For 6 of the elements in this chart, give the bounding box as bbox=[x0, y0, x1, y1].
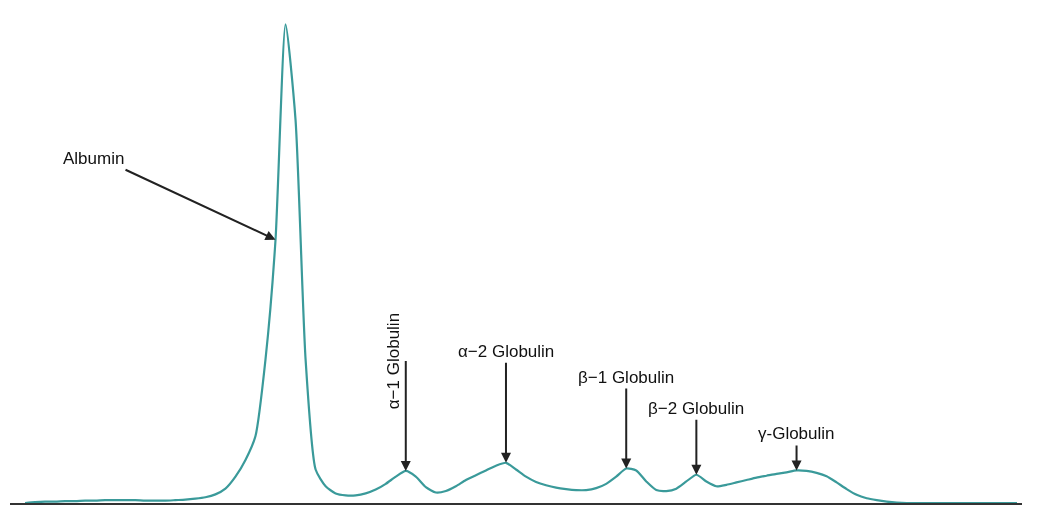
annotation: Albumin bbox=[63, 149, 125, 168]
annotation: β−1 Globulin bbox=[578, 368, 675, 387]
annotation: γ-Globulin bbox=[758, 424, 835, 443]
annotation: α−2 Globulin bbox=[458, 342, 555, 361]
annotation: α−1 Globulin bbox=[384, 312, 404, 410]
annotation: β−2 Globulin bbox=[648, 399, 745, 418]
